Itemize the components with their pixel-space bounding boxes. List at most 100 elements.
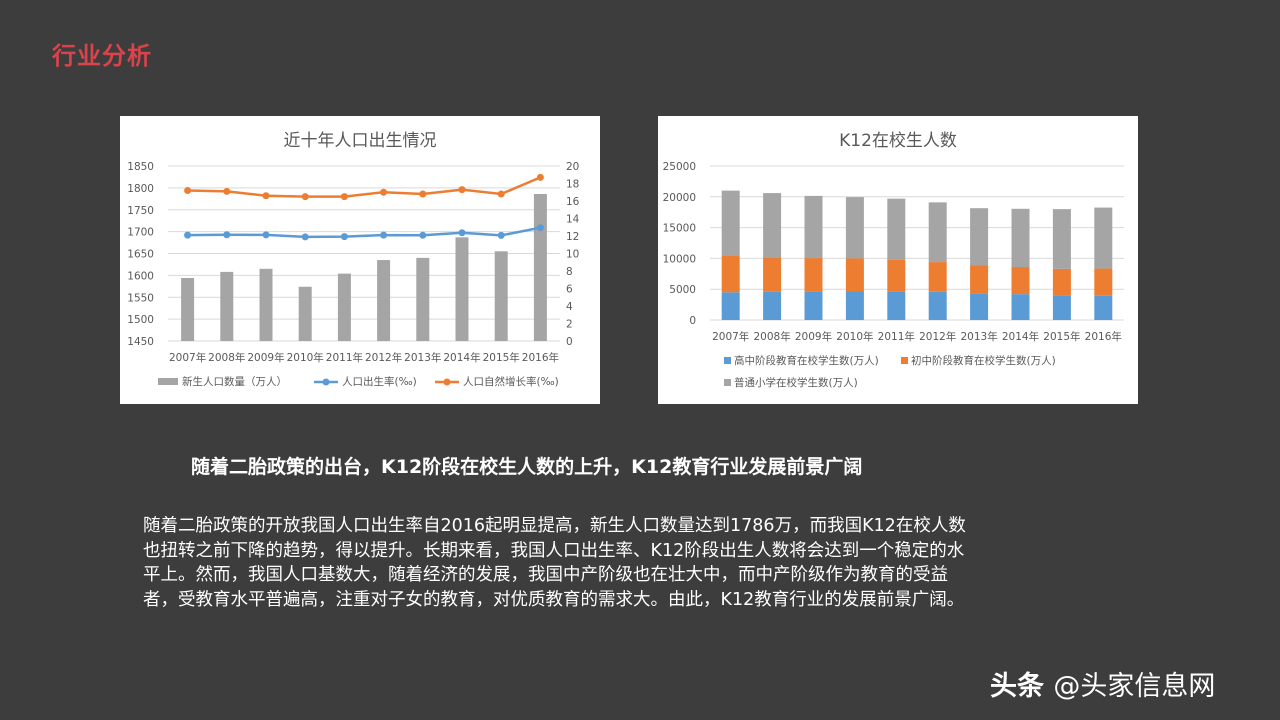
y-right-tick-label: 4 <box>566 301 573 313</box>
bar-segment-middle-school <box>804 258 823 292</box>
x-tick-label: 2007年 <box>712 330 749 343</box>
bar-segment-primary <box>763 193 782 258</box>
bar-segment-high-school <box>1052 295 1071 320</box>
bar-segment-high-school <box>763 291 782 320</box>
bar-segment-middle-school <box>1052 268 1071 296</box>
bar-segment-primary <box>1094 207 1113 269</box>
point-growth-rate <box>497 190 505 198</box>
legend-swatch <box>724 379 731 386</box>
watermark-handle: @头家信息网 <box>1053 671 1216 702</box>
body-line: 也扭转之前下降的趋势，得以提升。长期来看，我国人口出生率、K12阶段出生人数将会… <box>143 540 965 561</box>
bar-segment-middle-school <box>845 258 864 292</box>
bar-segment-primary <box>721 190 740 256</box>
bar-segment-primary <box>804 195 823 259</box>
x-tick-label: 2007年 <box>169 351 206 364</box>
x-tick-label: 2015年 <box>1043 330 1080 343</box>
y-right-tick-label: 10 <box>566 249 579 261</box>
bar-newborns <box>377 260 391 341</box>
x-tick-label: 2016年 <box>1085 330 1122 343</box>
point-growth-rate <box>419 190 427 198</box>
bar-segment-high-school <box>1011 294 1030 320</box>
point-growth-rate <box>184 187 192 194</box>
legend-swatch <box>724 357 731 364</box>
legend-label: 高中阶段教育在校学生数(万人) <box>734 354 879 367</box>
bar-segment-primary <box>928 202 947 263</box>
y-tick-label: 20000 <box>663 192 696 204</box>
y-left-tick-label: 1700 <box>127 227 154 239</box>
point-growth-rate <box>536 173 544 181</box>
y-right-tick-label: 16 <box>566 196 580 208</box>
x-tick-label: 2010年 <box>836 330 873 343</box>
y-right-tick-label: 2 <box>566 319 573 331</box>
bar-newborns <box>181 278 195 341</box>
x-tick-label: 2016年 <box>522 351 559 364</box>
y-left-tick-label: 1650 <box>127 249 154 261</box>
y-right-tick-label: 12 <box>566 231 579 243</box>
y-tick-label: 15000 <box>663 223 696 235</box>
body-line: 者，受教育水平普遍高，注重对子女的教育，对优质教育的需求大。由此，K12教育行业… <box>143 589 965 610</box>
bar-segment-high-school <box>887 291 906 320</box>
bar-segment-middle-school <box>887 259 906 292</box>
bar-newborns <box>220 271 234 341</box>
bar-segment-high-school <box>1094 295 1113 320</box>
y-right-tick-label: 8 <box>566 266 573 278</box>
birth-chart: 近十年人口出生情况 1450 1500 1550 1600 1650 1700 1750 180… <box>120 116 600 404</box>
bar-newborns <box>298 286 312 341</box>
bar-newborns <box>259 268 273 341</box>
bar-segment-middle-school <box>763 257 782 292</box>
bar-segment-high-school <box>845 291 864 320</box>
x-tick-label: 2009年 <box>247 351 284 364</box>
legend-swatch-marker <box>443 378 451 386</box>
x-tick-label: 2009年 <box>795 330 832 343</box>
bar-segment-middle-school <box>1094 268 1113 296</box>
body-paragraph: 随着二胎政策的开放我国人口出生率自2016起明显提高，新生人口数量达到1786万… <box>143 514 1143 612</box>
x-tick-label: 2013年 <box>960 330 997 343</box>
point-growth-rate <box>340 193 348 201</box>
point-birth-rate <box>380 231 388 239</box>
birth-chart-svg: 近十年人口出生情况1450150015501600165017001750180… <box>127 131 580 388</box>
point-birth-rate <box>223 231 231 239</box>
bar-segment-primary <box>1011 208 1030 268</box>
x-tick-label: 2013年 <box>404 351 441 364</box>
x-tick-label: 2010年 <box>287 351 324 364</box>
legend-swatch-newborns <box>158 378 178 385</box>
headline: 随着二胎政策的出台，K12阶段在校生人数的上升，K12教育行业发展前景广阔 <box>191 456 863 478</box>
k12-chart-svg: K12在校生人数 0 5000 10000 15000 20000 25000 2007年 20… <box>663 131 1124 389</box>
point-birth-rate <box>301 233 309 241</box>
bar-segment-primary <box>887 198 906 260</box>
y-right-tick-label: 18 <box>566 179 579 191</box>
bar-newborns <box>533 194 547 341</box>
bar-segment-middle-school <box>928 262 947 292</box>
point-birth-rate <box>419 231 427 239</box>
body-line: 随着二胎政策的开放我国人口出生率自2016起明显提高，新生人口数量达到1786万… <box>143 516 966 536</box>
chart-title: K12在校生人数 <box>839 131 957 151</box>
legend-swatch <box>901 357 908 364</box>
point-birth-rate <box>536 224 544 232</box>
k12-chart: K12在校生人数 0 5000 10000 15000 20000 25000 2007年 20… <box>658 116 1138 404</box>
bar-newborns <box>455 237 469 341</box>
point-growth-rate <box>223 187 231 195</box>
legend-label: 普通小学在校学生数(万人) <box>734 376 858 389</box>
bar-segment-high-school <box>804 291 823 320</box>
point-birth-rate <box>458 229 466 237</box>
point-growth-rate <box>458 186 466 194</box>
y-tick-label: 10000 <box>663 253 696 265</box>
bar-newborns <box>416 257 430 341</box>
x-tick-label: 2014年 <box>1002 330 1039 343</box>
legend-label: 人口出生率(‰) <box>342 375 417 388</box>
x-tick-label: 2015年 <box>483 351 520 364</box>
x-tick-label: 2008年 <box>753 330 790 343</box>
slide-title: 行业分析 <box>52 42 152 70</box>
point-birth-rate <box>497 231 505 239</box>
x-tick-label: 2012年 <box>919 330 956 343</box>
line-growth-rate <box>187 176 541 198</box>
bar-segment-high-school <box>721 292 740 320</box>
point-birth-rate <box>340 233 348 241</box>
legend-label: 初中阶段教育在校学生数(万人) <box>911 354 1056 367</box>
y-left-tick-label: 1750 <box>127 205 154 217</box>
y-tick-label: 25000 <box>663 161 696 173</box>
bar-segment-middle-school <box>721 255 740 293</box>
bar-segment-primary <box>845 197 864 259</box>
y-tick-label: 0 <box>689 315 696 327</box>
bar-segment-high-school <box>970 293 989 320</box>
